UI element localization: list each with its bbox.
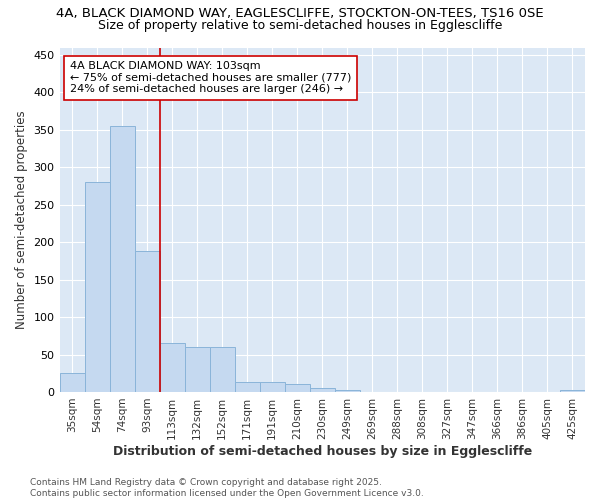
Text: Size of property relative to semi-detached houses in Egglescliffe: Size of property relative to semi-detach… — [98, 19, 502, 32]
Text: 4A, BLACK DIAMOND WAY, EAGLESCLIFFE, STOCKTON-ON-TEES, TS16 0SE: 4A, BLACK DIAMOND WAY, EAGLESCLIFFE, STO… — [56, 8, 544, 20]
Bar — [560, 390, 585, 392]
Bar — [59, 373, 85, 392]
Text: 4A BLACK DIAMOND WAY: 103sqm
← 75% of semi-detached houses are smaller (777)
24%: 4A BLACK DIAMOND WAY: 103sqm ← 75% of se… — [70, 62, 352, 94]
Bar — [335, 390, 360, 392]
Bar — [285, 384, 310, 392]
Bar — [209, 347, 235, 392]
Bar — [134, 251, 160, 392]
Text: Contains HM Land Registry data © Crown copyright and database right 2025.
Contai: Contains HM Land Registry data © Crown c… — [30, 478, 424, 498]
Bar — [310, 388, 335, 392]
Bar — [110, 126, 134, 392]
Bar — [85, 182, 110, 392]
X-axis label: Distribution of semi-detached houses by size in Egglescliffe: Distribution of semi-detached houses by … — [113, 444, 532, 458]
Bar — [260, 382, 285, 392]
Y-axis label: Number of semi-detached properties: Number of semi-detached properties — [15, 110, 28, 329]
Bar — [185, 347, 209, 392]
Bar — [160, 344, 185, 392]
Bar — [235, 382, 260, 392]
